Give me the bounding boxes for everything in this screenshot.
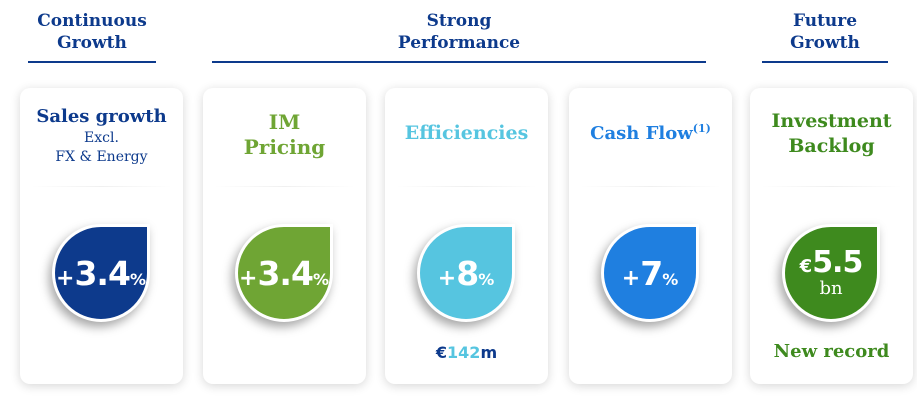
group-header-line1: Strong (426, 11, 492, 31)
card-divider (760, 186, 903, 187)
value-unit: bn (819, 278, 843, 299)
value-unit: % (312, 269, 329, 289)
card-im-pricing: IM Pricing + 3.4 % (203, 88, 366, 384)
group-header-line2: Performance (397, 33, 521, 53)
value-drop-badge: + 8 % (417, 224, 515, 322)
card-title: Sales growth (36, 106, 167, 127)
group-header-continuous-growth: Continuous Growth (28, 10, 156, 54)
card-cash-flow: Cash Flow(1) + 7 % (569, 88, 732, 384)
value-drop-badge: + 3.4 % (235, 224, 333, 322)
group-header-line2: Growth (790, 33, 860, 53)
group-header-strong-performance: Strong Performance (212, 10, 706, 54)
value-unit: % (129, 269, 146, 289)
value-sign: + (437, 265, 457, 291)
card-divider (213, 186, 356, 187)
group-underline-strong (212, 61, 706, 63)
card-subtitle-line1: Excl. (84, 130, 119, 146)
card-title-line1: IM (268, 110, 301, 134)
group-header-line1: Continuous (37, 11, 147, 31)
card-title-line1: Investment (771, 110, 892, 132)
value-number: 5.5 (812, 245, 863, 280)
value-number: 8 (456, 253, 479, 293)
backlog-note: New record (773, 341, 890, 362)
card-title-text: Cash Flow (590, 123, 693, 144)
value-sign: + (56, 265, 75, 291)
card-sales-growth: Sales growth Excl. FX & Energy + 3.4 % (20, 88, 183, 384)
savings-value: 142 (447, 343, 481, 362)
footnote-marker: (1) (692, 122, 711, 135)
group-header-future-growth: Future Growth (762, 10, 888, 54)
value-number: 3.4 (257, 253, 313, 293)
group-header-line1: Future (792, 11, 858, 31)
card-title: Cash Flow(1) (569, 122, 732, 144)
card-investment-backlog: Investment Backlog € 5.5 bn New record (750, 88, 913, 384)
value-sign: + (239, 265, 258, 291)
value-unit: % (478, 269, 495, 289)
card-divider (30, 186, 173, 187)
value-currency: € (799, 256, 813, 277)
card-divider (395, 186, 538, 187)
value-drop-badge: + 7 % (601, 224, 699, 322)
card-efficiencies: Efficiencies + 8 % €142m (385, 88, 548, 384)
card-divider (579, 186, 722, 187)
card-title-line2: Backlog (788, 135, 875, 157)
group-header-line2: Growth (57, 33, 127, 53)
group-underline-continuous (28, 61, 156, 63)
group-underline-future (762, 61, 888, 63)
value-number: 3.4 (74, 253, 130, 293)
value-drop-badge: € 5.5 bn (782, 224, 880, 322)
value-unit: % (662, 269, 679, 289)
savings-amount: €142m (385, 343, 548, 362)
value-drop-badge: + 3.4 % (52, 224, 150, 322)
card-title-line2: Pricing (243, 135, 326, 159)
card-subtitle-line2: FX & Energy (55, 149, 148, 165)
card-title: Efficiencies (404, 122, 529, 144)
value-sign: + (621, 265, 641, 291)
value-number: 7 (640, 253, 663, 293)
savings-currency: € (435, 343, 448, 362)
savings-unit: m (480, 343, 498, 362)
